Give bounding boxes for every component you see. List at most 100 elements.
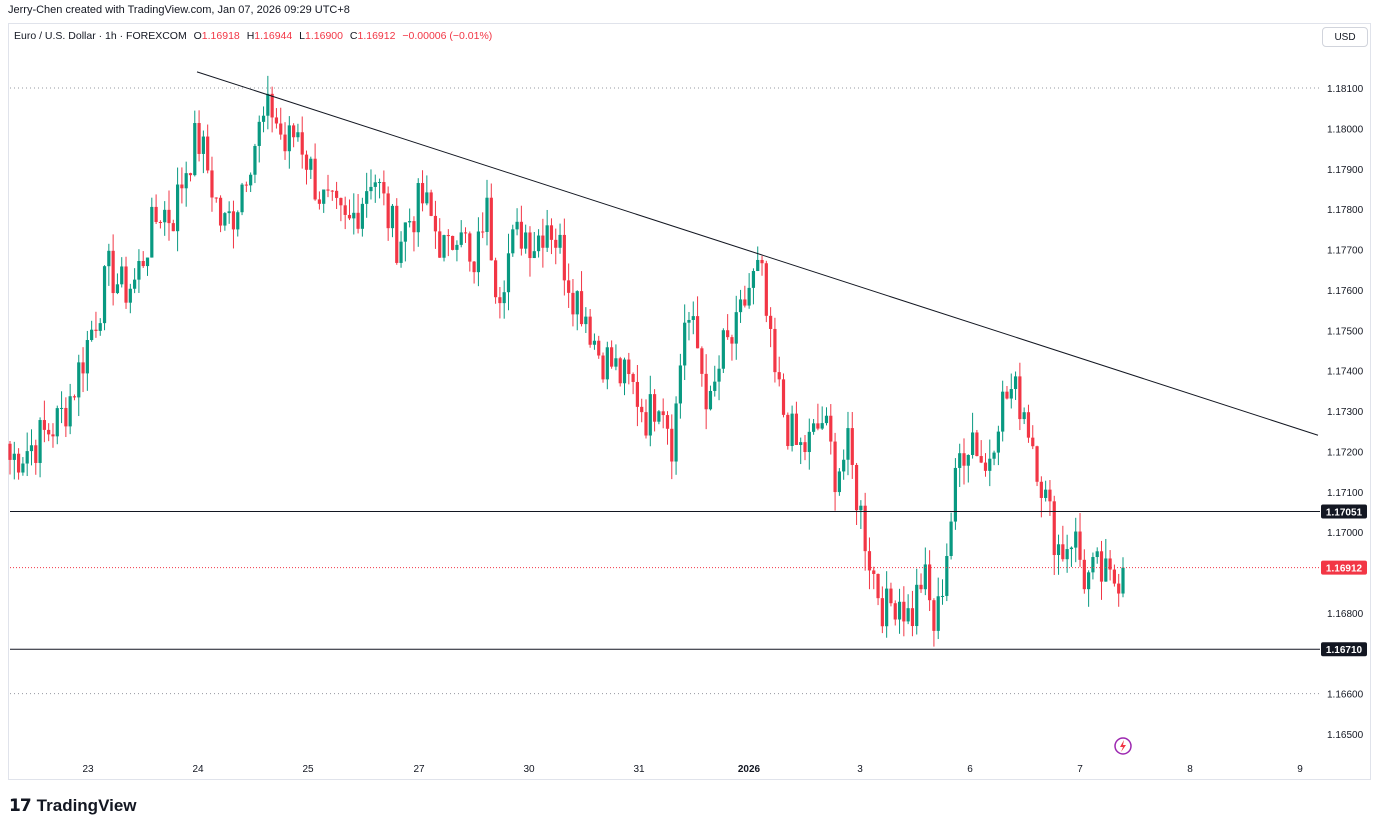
candle-body[interactable]	[468, 233, 472, 262]
candle-body[interactable]	[476, 231, 481, 273]
candle-body[interactable]	[506, 253, 511, 293]
candle-body[interactable]	[463, 232, 468, 234]
candle-body[interactable]	[940, 595, 945, 597]
candle-body[interactable]	[55, 408, 59, 437]
candle-body[interactable]	[915, 584, 919, 627]
candle-body[interactable]	[842, 459, 846, 472]
candle-body[interactable]	[128, 288, 132, 303]
candle-body[interactable]	[309, 158, 313, 170]
candle-body[interactable]	[304, 154, 309, 170]
candle-body[interactable]	[90, 329, 94, 341]
candle-body[interactable]	[42, 420, 46, 430]
candle-body[interactable]	[107, 250, 111, 267]
candle-body[interactable]	[794, 413, 799, 445]
candle-body[interactable]	[622, 359, 627, 384]
candle-body[interactable]	[584, 316, 588, 325]
candle-body[interactable]	[588, 316, 592, 345]
candle-body[interactable]	[347, 214, 352, 219]
candle-body[interactable]	[970, 432, 975, 455]
candle-body[interactable]	[227, 211, 231, 214]
candle-body[interactable]	[781, 379, 786, 415]
candle-body[interactable]	[201, 136, 205, 154]
candle-body[interactable]	[996, 431, 1000, 453]
candle-body[interactable]	[541, 235, 545, 248]
candle-body[interactable]	[708, 390, 713, 410]
candle-body[interactable]	[902, 601, 906, 622]
candle-body[interactable]	[1078, 531, 1082, 560]
candle-body[interactable]	[137, 261, 141, 280]
candle-body[interactable]	[296, 132, 300, 138]
candle-body[interactable]	[210, 170, 214, 198]
candle-body[interactable]	[824, 415, 829, 424]
candle-body[interactable]	[567, 280, 571, 293]
candle-body[interactable]	[1031, 437, 1035, 447]
candle-body[interactable]	[1104, 558, 1108, 582]
descending-trendline[interactable]	[196, 71, 1319, 436]
candle-body[interactable]	[790, 413, 794, 447]
candle-body[interactable]	[403, 222, 407, 242]
candle-body[interactable]	[223, 213, 227, 226]
candle-body[interactable]	[1065, 549, 1069, 560]
candle-body[interactable]	[416, 183, 420, 233]
candle-body[interactable]	[141, 261, 145, 267]
candle-body[interactable]	[1056, 544, 1061, 556]
candle-body[interactable]	[751, 271, 756, 288]
candle-body[interactable]	[1117, 583, 1121, 594]
candle-body[interactable]	[158, 221, 163, 223]
candle-body[interactable]	[59, 407, 64, 409]
candle-body[interactable]	[820, 423, 824, 429]
candle-body[interactable]	[425, 192, 429, 204]
candle-body[interactable]	[678, 365, 682, 404]
candle-body[interactable]	[124, 266, 128, 303]
candle-body[interactable]	[966, 454, 970, 466]
candle-body[interactable]	[558, 234, 562, 248]
candle-body[interactable]	[554, 239, 558, 248]
candle-body[interactable]	[85, 340, 89, 374]
candle-body[interactable]	[442, 235, 446, 258]
candle-body[interactable]	[360, 203, 364, 229]
candle-body[interactable]	[184, 173, 188, 189]
candle-body[interactable]	[532, 251, 536, 259]
candle-body[interactable]	[670, 428, 674, 462]
candle-body[interactable]	[988, 458, 992, 471]
candle-body[interactable]	[975, 432, 979, 457]
candle-body[interactable]	[837, 471, 841, 493]
candle-body[interactable]	[983, 462, 988, 471]
candle-body[interactable]	[133, 279, 137, 289]
candle-body[interactable]	[945, 555, 949, 596]
candle-body[interactable]	[919, 584, 923, 590]
candle-body[interactable]	[665, 415, 670, 429]
candle-body[interactable]	[171, 223, 175, 232]
candle-body[interactable]	[885, 588, 889, 627]
candle-body[interactable]	[386, 193, 390, 229]
candle-body[interactable]	[648, 394, 652, 436]
candle-body[interactable]	[1069, 547, 1074, 550]
candle-body[interactable]	[244, 184, 248, 186]
candle-body[interactable]	[910, 608, 915, 627]
candle-body[interactable]	[640, 406, 644, 413]
candle-body[interactable]	[274, 117, 279, 124]
candle-body[interactable]	[64, 407, 68, 427]
candle-body[interactable]	[446, 235, 450, 237]
candle-body[interactable]	[850, 428, 854, 465]
candle-body[interactable]	[769, 315, 773, 329]
candle-body[interactable]	[717, 368, 721, 382]
candle-body[interactable]	[519, 221, 523, 249]
candle-body[interactable]	[936, 596, 940, 631]
candle-body[interactable]	[683, 322, 687, 366]
candle-body[interactable]	[438, 231, 442, 258]
candle-body[interactable]	[571, 292, 575, 315]
candle-body[interactable]	[811, 423, 816, 432]
symbol-title[interactable]: Euro / U.S. Dollar · 1h · FOREXCOM	[14, 30, 187, 42]
candle-body[interactable]	[180, 184, 184, 189]
candle-body[interactable]	[1091, 557, 1095, 573]
candle-body[interactable]	[631, 374, 635, 382]
candle-body[interactable]	[511, 229, 515, 254]
candle-body[interactable]	[953, 467, 958, 522]
candle-body[interactable]	[691, 316, 695, 320]
candle-body[interactable]	[592, 340, 597, 345]
candle-body[interactable]	[102, 266, 107, 324]
candle-body[interactable]	[175, 184, 180, 232]
candle-body[interactable]	[188, 173, 193, 176]
